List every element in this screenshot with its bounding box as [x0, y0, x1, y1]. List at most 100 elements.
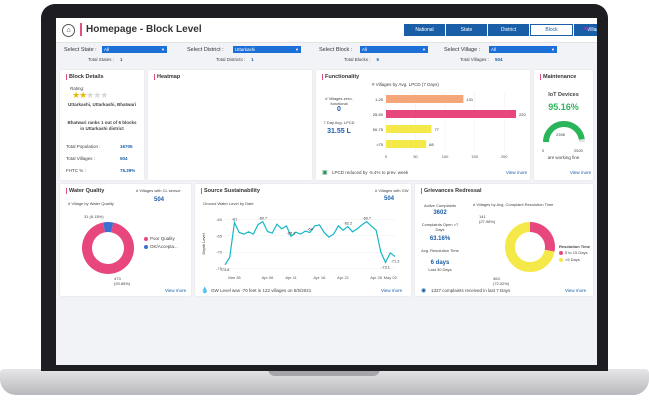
- point-label: -71.3: [391, 260, 400, 264]
- avg-lpcd-value: 31.55 L: [327, 128, 351, 135]
- water-drop-icon: 💧: [201, 288, 209, 294]
- wq-label-top: 31 (6.15%): [84, 214, 104, 219]
- block-name: Uttarkashi, Uttarkashi, Bhatwari: [67, 102, 137, 107]
- functionality-view-more-link[interactable]: View more: [506, 170, 528, 175]
- block-select-value: All: [362, 47, 368, 52]
- point-label: -61: [232, 218, 238, 222]
- legend-title: Resolution Time: [559, 244, 591, 249]
- slice->5 Days: [505, 222, 555, 272]
- tab-district[interactable]: District: [488, 24, 529, 36]
- total-villages-value: 504: [494, 57, 503, 62]
- legend-ok: OK/Accepta...: [150, 244, 178, 249]
- point-label: -73.8: [221, 268, 230, 272]
- village-select[interactable]: All ▼: [489, 46, 557, 53]
- gw-chart-subtitle: Ground Water Level by Date: [203, 201, 254, 206]
- heatmap-card: Heatmap: [148, 70, 312, 180]
- villages-value: 504: [120, 156, 128, 161]
- maintenance-card: Maintenance IoT Devices 95.16% 2398 0 25…: [534, 70, 593, 180]
- total-villages: Total Villages : 504: [460, 57, 502, 62]
- total-states-label: Total States :: [88, 57, 115, 62]
- district-label: Select District :: [187, 47, 224, 53]
- x-tick-label: 50: [413, 154, 418, 159]
- total-villages-label: Total Villages :: [460, 57, 489, 62]
- tab-national[interactable]: National: [404, 24, 445, 36]
- gauge-value: 2398: [556, 132, 565, 137]
- category-label: 25-50: [373, 112, 384, 117]
- y-tick-label: -70: [216, 250, 223, 255]
- y-tick-label: -65: [216, 233, 223, 238]
- grievances-title: Grievances Redressal: [421, 188, 481, 194]
- resolution-time-label: Avg. Resolution Time: [421, 248, 459, 253]
- total-states: Total States : 1: [88, 57, 123, 62]
- wq-label-bottom: 473 (93.85%): [114, 276, 131, 286]
- page-title: Homepage - Block Level: [86, 24, 202, 35]
- resolution-time-sub: Last 30 Days: [428, 267, 452, 272]
- tab-block[interactable]: Block: [530, 24, 573, 36]
- category-label: 1-25: [375, 97, 384, 102]
- point-label: -73.1: [381, 265, 390, 269]
- legend-5-15: 5 to 15 Days: [565, 250, 588, 255]
- legend-swatch-ok: [144, 245, 148, 249]
- functionality-title: Functionality: [322, 74, 359, 80]
- gauge-fill: [543, 121, 585, 143]
- bar-value-label: 77: [435, 127, 440, 132]
- legend-swatch-poor: [144, 237, 148, 241]
- laptop-notch: [268, 369, 380, 376]
- filter-icon[interactable]: ⏷: [582, 24, 590, 35]
- bar->75: [386, 140, 427, 148]
- category-label: >75: [376, 142, 384, 147]
- bar-value-label: 68: [429, 142, 434, 147]
- district-select[interactable]: Uttarkashi ▼: [233, 46, 301, 53]
- cl-sensor-value: 504: [154, 197, 165, 203]
- filter-row: Select State : All ▼ Select District : Ut…: [56, 44, 597, 66]
- tab-village[interactable]: Village: [574, 24, 597, 36]
- home-icon[interactable]: ⌂: [62, 24, 75, 37]
- water-quality-view-more-link[interactable]: View more: [165, 288, 187, 293]
- state-label: Select State :: [64, 47, 97, 53]
- chevron-down-icon: ▼: [295, 47, 299, 52]
- zero-functional-value: 0: [337, 106, 341, 113]
- fhtc-label: FHTC % :: [66, 168, 86, 173]
- total-districts-label: Total Districts :: [216, 57, 246, 62]
- gw-footer: GW Level was -70 feet in 122 villages on…: [211, 288, 312, 293]
- total-districts: Total Districts : 1: [216, 57, 254, 62]
- grievances-card: Grievances Redressal Active Complaints 3…: [415, 184, 593, 296]
- avg-lpcd-label: 7 Day Avg. LPCD: [323, 120, 355, 125]
- fhtc-value: 75.29%: [120, 168, 136, 173]
- grievance-donut: [505, 222, 555, 272]
- point-label: -62.2: [343, 222, 352, 226]
- maintenance-view-more-link[interactable]: View more: [570, 170, 592, 175]
- complaint-icon: ◉: [421, 288, 427, 294]
- heatmap-title: Heatmap: [154, 74, 180, 80]
- bar-1-25: [386, 95, 464, 103]
- grievance-chart-title: # Villages by Avg. Complaint Resolution …: [473, 202, 554, 207]
- water-quality-donut: [82, 222, 134, 274]
- gw-sensor-label: # Villages with GW: [375, 188, 409, 193]
- open-complaints-value: 63.16%: [429, 236, 451, 242]
- grievance-view-more-link[interactable]: View more: [565, 288, 587, 293]
- gw-view-more-link[interactable]: View more: [381, 288, 403, 293]
- tab-state[interactable]: State: [446, 24, 487, 36]
- y-axis-label: Depth Level: [201, 233, 206, 254]
- x-tick-label: 100: [442, 154, 449, 159]
- x-tick-label: Apr 21: [337, 275, 350, 280]
- legend-poor: Poor Quality: [150, 236, 175, 241]
- population-label: Total Population :: [66, 144, 101, 149]
- x-tick-label: Apr 16: [314, 275, 327, 280]
- dashboard-screen: ⌂ Homepage - Block Level National State …: [56, 18, 597, 365]
- functionality-card: Functionality # Villages by Avg. LPCD (7…: [316, 70, 530, 180]
- bar-value-label: 220: [519, 112, 526, 117]
- iot-gauge: [543, 121, 585, 143]
- bar-25-50: [386, 110, 516, 118]
- legend-swatch-5-15: [559, 251, 563, 255]
- x-tick-label: Apr 26: [370, 275, 383, 280]
- population-value: 16705: [120, 144, 133, 149]
- state-select[interactable]: All ▼: [102, 46, 167, 53]
- grv-label-bottom: 363 (72.02%): [493, 276, 510, 286]
- zero-functional-label: # Villages zero-functional: [325, 96, 353, 106]
- total-blocks-label: Total Blocks :: [344, 57, 371, 62]
- total-blocks: Total Blocks : 6: [344, 57, 379, 62]
- groundwater-line-chart: -60 -65 -70 -75 Depth Level -73.8 -61 -60.7 -65.…: [201, 217, 400, 280]
- block-select[interactable]: All ▼: [360, 46, 428, 53]
- rating-label: Rating:: [70, 86, 85, 91]
